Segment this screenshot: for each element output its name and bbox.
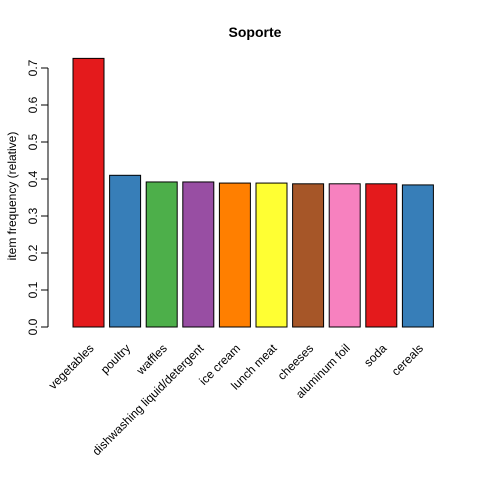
bar-5 bbox=[255, 182, 288, 328]
bars bbox=[72, 57, 434, 328]
y-tick-label: 0.5 bbox=[26, 133, 40, 150]
y-tick-label: 0.0 bbox=[26, 318, 40, 335]
bar-2 bbox=[145, 181, 178, 328]
bar-1 bbox=[109, 174, 142, 328]
y-axis: 0.0 0.1 0.2 0.3 0.4 0.5 0.6 0.7 bbox=[26, 59, 49, 335]
x-tick-label: poultry bbox=[98, 341, 133, 376]
chart-title: Soporte bbox=[229, 24, 282, 40]
x-tick-label: vegetables bbox=[46, 341, 97, 392]
bar-0 bbox=[72, 57, 105, 328]
y-tick-label: 0.4 bbox=[26, 170, 40, 187]
x-tick-label: cereals bbox=[389, 341, 426, 378]
bar-7 bbox=[328, 183, 361, 328]
x-tick-label: soda bbox=[361, 341, 390, 370]
y-tick-label: 0.6 bbox=[26, 96, 40, 113]
bar-3 bbox=[182, 181, 215, 328]
y-tick-label: 0.2 bbox=[26, 244, 40, 261]
y-tick-label: 0.3 bbox=[26, 207, 40, 224]
y-tick-label: 0.1 bbox=[26, 281, 40, 298]
bar-6 bbox=[292, 183, 325, 328]
y-axis-label: item frequency (relative) bbox=[5, 132, 19, 261]
bar-4 bbox=[218, 182, 251, 328]
bar-8 bbox=[365, 183, 398, 328]
bar-9 bbox=[401, 184, 434, 328]
y-tick-label: 0.7 bbox=[26, 59, 40, 76]
